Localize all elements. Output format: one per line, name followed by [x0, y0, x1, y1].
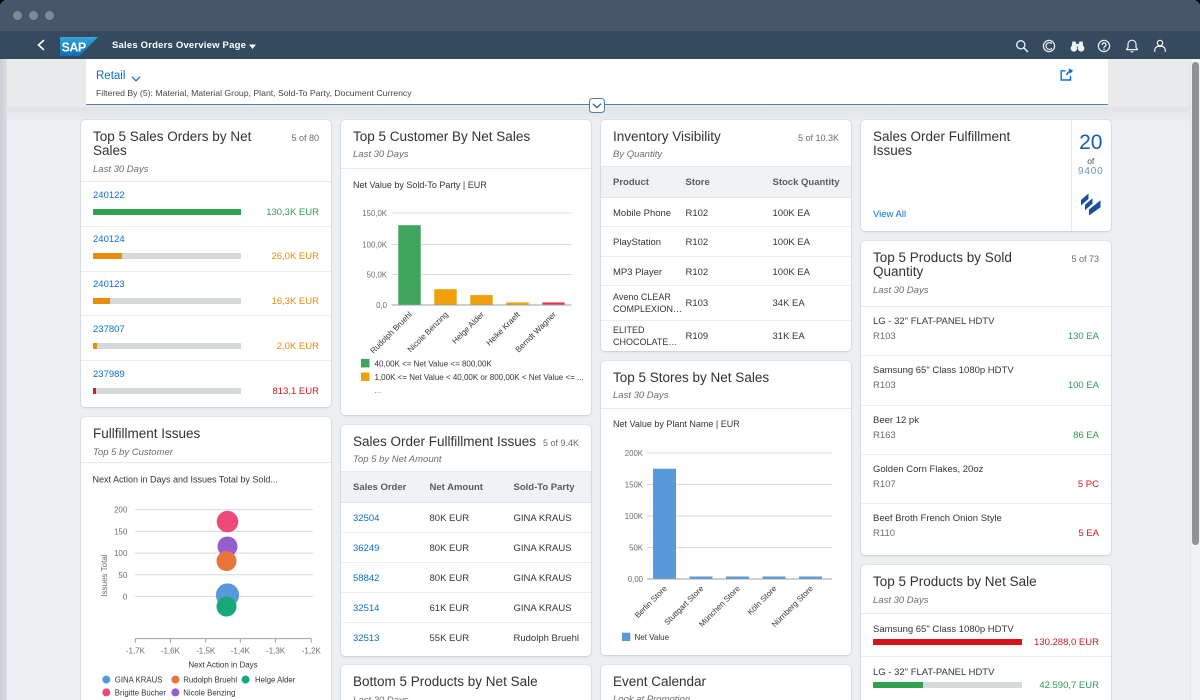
svg-text:Heike Kraeft: Heike Kraeft [484, 309, 522, 347]
svg-text:-1,4K: -1,4K [231, 646, 251, 655]
svg-text:Net Value: Net Value [635, 633, 670, 642]
svg-text:40,00K <= Net Value <= 800,00K: 40,00K <= Net Value <= 800,00K [375, 359, 493, 368]
svg-text:150: 150 [114, 527, 128, 536]
svg-text:Brigitte Bucher: Brigitte Bucher [115, 688, 167, 697]
svg-text:Helge Alder: Helge Alder [255, 676, 296, 685]
svg-text:SAP: SAP [61, 40, 85, 54]
svg-text:0: 0 [123, 593, 128, 602]
svg-text:50: 50 [118, 571, 127, 580]
svg-text:Nicole Benzing: Nicole Benzing [183, 688, 235, 697]
svg-text:Helge Alder: Helge Alder [450, 309, 486, 345]
svg-text:-1,6K: -1,6K [161, 646, 181, 655]
svg-text:Next Action in Days and Issues: Next Action in Days and Issues Total by … [93, 475, 278, 485]
svg-text:50,0K: 50,0K [367, 270, 388, 279]
svg-text:Next Action in Days: Next Action in Days [188, 661, 257, 670]
svg-text:Rudolph Bruehl: Rudolph Bruehl [183, 676, 237, 685]
svg-text:Köln Store: Köln Store [746, 584, 779, 617]
svg-text:-1,2K: -1,2K [302, 646, 322, 655]
svg-text:-1,5K: -1,5K [196, 646, 216, 655]
svg-text:100K: 100K [625, 512, 644, 521]
svg-text:Berlin Store: Berlin Store [633, 584, 669, 620]
svg-text:0,0: 0,0 [376, 301, 388, 310]
svg-text:Issues Total: Issues Total [100, 554, 109, 596]
svg-text:100: 100 [114, 549, 128, 558]
svg-text:GINA KRAUS: GINA KRAUS [115, 676, 163, 685]
svg-text:200: 200 [114, 506, 128, 515]
svg-text:Net Value by Plant Name | EUR: Net Value by Plant Name | EUR [613, 419, 740, 429]
svg-text:150,0K: 150,0K [362, 209, 388, 218]
svg-text:1,00K <= Net Value < 40,00K or: 1,00K <= Net Value < 40,00K or 800,00K <… [375, 373, 584, 382]
svg-text:Net Value by Sold-To Party | E: Net Value by Sold-To Party | EUR [353, 180, 487, 190]
svg-text:200K: 200K [625, 449, 644, 458]
svg-text:50K: 50K [629, 544, 644, 553]
svg-text:100,0K: 100,0K [362, 240, 388, 249]
svg-text:-1,7K: -1,7K [126, 646, 146, 655]
svg-text:0,00: 0,00 [628, 575, 644, 584]
svg-text:150K: 150K [625, 481, 644, 490]
svg-text:...: ... [375, 386, 382, 395]
svg-text:-1,3K: -1,3K [266, 646, 286, 655]
